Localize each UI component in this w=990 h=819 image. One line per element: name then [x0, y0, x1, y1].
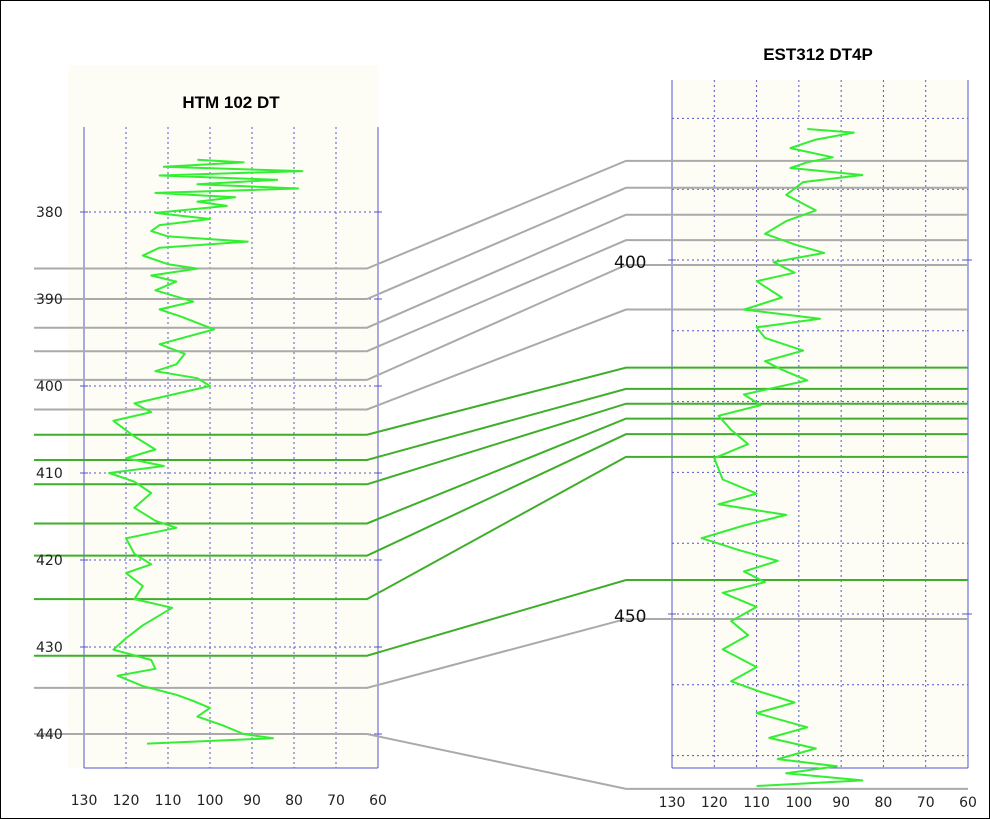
correlation-line [34, 366, 968, 436]
right-x-tick-label: 80 [875, 795, 893, 811]
left-x-tick-label: 70 [327, 793, 345, 809]
left-log-curve [108, 158, 304, 745]
left-panel-fill [68, 65, 378, 768]
correlation-line [34, 417, 968, 525]
right-x-tick-label: 100 [785, 795, 812, 811]
left-x-tick-label: 110 [155, 793, 182, 809]
correlation-line [34, 433, 968, 557]
right-depth-label: 400 [614, 253, 646, 273]
left-x-tick-label: 100 [197, 793, 224, 809]
right-x-tick-label: 60 [959, 795, 977, 811]
left-depth-label: 440 [36, 727, 63, 743]
correlation-line [34, 387, 968, 461]
left-depth-label: 420 [36, 553, 63, 569]
left-x-tick-label: 130 [71, 793, 98, 809]
right-depth-label: 450 [614, 607, 646, 627]
correlation-line [34, 617, 968, 689]
left-x-tick-label: 80 [285, 793, 303, 809]
correlation-line [34, 455, 968, 601]
correlation-line [34, 308, 968, 411]
left-x-tick-label: 120 [113, 793, 140, 809]
right-x-tick-label: 130 [659, 795, 686, 811]
left-depth-label: 430 [36, 640, 63, 656]
right-panel-fill [672, 80, 968, 768]
correlation-line [34, 239, 968, 353]
correlation-line [34, 213, 968, 329]
left-depth-label: 380 [36, 205, 63, 221]
left-depth-label: 390 [36, 292, 63, 308]
correlation-line [34, 159, 968, 270]
correlation-line [34, 733, 968, 790]
correlation-line [34, 579, 968, 657]
right-x-tick-label: 110 [743, 795, 770, 811]
right-x-tick-label: 120 [701, 795, 728, 811]
left-depth-label: 400 [36, 379, 63, 395]
correlation-line [34, 402, 968, 486]
left-depth-label: 410 [36, 466, 63, 482]
right-log-curve [700, 128, 864, 787]
left-panel-title: HTM 102 DT [182, 93, 280, 112]
left-x-tick-label: 90 [243, 793, 261, 809]
log-curves [108, 128, 864, 787]
correlation-lines [34, 159, 968, 790]
right-x-tick-label: 90 [832, 795, 850, 811]
right-panel-background [668, 80, 972, 769]
left-panel-background [68, 65, 382, 769]
right-panel-title: EST312 DT4P [763, 45, 873, 64]
left-x-tick-label: 60 [369, 793, 387, 809]
labels: 130 120 110 100 90 80 70 60 380 390 400 410 420 430 44… [36, 45, 977, 811]
right-x-tick-label: 70 [917, 795, 935, 811]
